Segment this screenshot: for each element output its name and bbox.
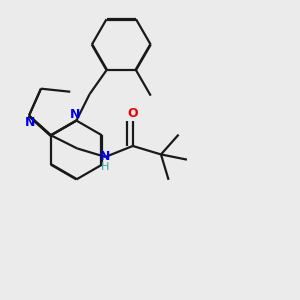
Text: H: H: [101, 162, 110, 172]
Text: N: N: [70, 108, 80, 121]
Text: N: N: [25, 116, 36, 129]
Text: N: N: [100, 150, 111, 164]
Text: O: O: [128, 107, 138, 120]
